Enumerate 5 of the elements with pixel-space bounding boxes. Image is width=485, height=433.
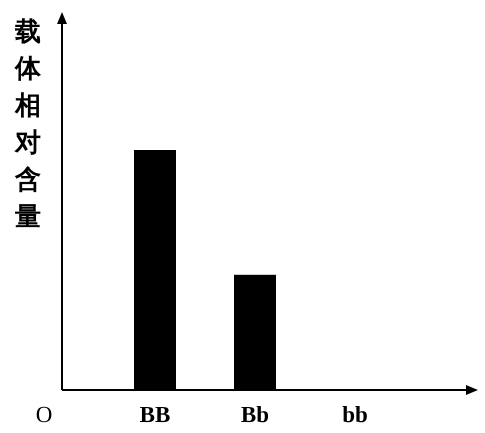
text: O (36, 402, 52, 427)
x-tick-label: BB (140, 402, 170, 427)
y-axis-title: 载体相对含量 (14, 17, 42, 232)
x-tick-label: Bb (240, 402, 270, 427)
x-tick-label: bb (342, 402, 368, 427)
